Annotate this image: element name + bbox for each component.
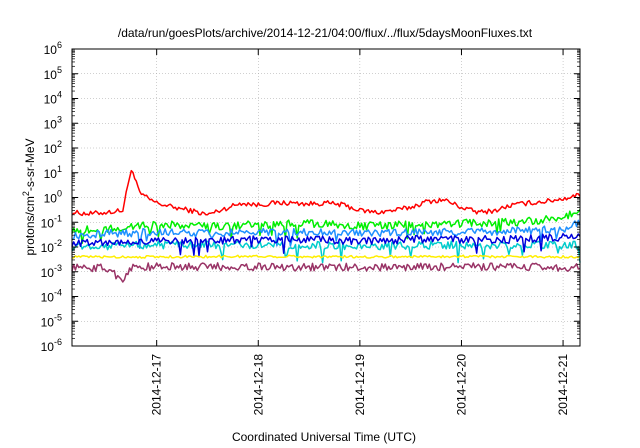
series-line xyxy=(71,232,581,257)
x-tick-labels: 2014-12-17 2014-12-18 2014-12-19 2014-12-20… xyxy=(150,354,570,416)
series-line xyxy=(71,254,581,259)
x-axis-label: Coordinated Universal Time (UTC) xyxy=(232,430,416,444)
y-tick-label: 104 xyxy=(44,90,62,107)
series-line xyxy=(71,169,581,217)
series-line xyxy=(71,219,581,250)
series-group xyxy=(71,169,581,283)
series-line xyxy=(71,209,581,244)
y-axis-label: protons/cm2-s-sr-MeV xyxy=(21,138,37,255)
y-tick-label: 10-5 xyxy=(41,312,62,329)
y-tick-label: 101 xyxy=(44,164,62,181)
x-tick-label: 2014-12-18 xyxy=(251,354,265,416)
series-line xyxy=(71,240,581,264)
y-tick-label: 106 xyxy=(44,40,62,57)
y-tick-label: 103 xyxy=(44,114,62,131)
y-tick-label: 10-2 xyxy=(41,238,62,255)
y-tick-label: 100 xyxy=(44,189,62,206)
x-tick-label: 2014-12-19 xyxy=(353,354,367,416)
y-tick-label: 10-4 xyxy=(41,288,62,305)
x-tick-label: 2014-12-20 xyxy=(454,354,468,416)
axes xyxy=(71,48,581,347)
y-tick-label: 102 xyxy=(44,139,62,156)
y-tick-label: 105 xyxy=(44,65,62,82)
y-tick-label: 10-1 xyxy=(41,213,62,230)
plot-frame xyxy=(71,48,581,347)
y-tick-labels: 10-6 10-5 10-4 10-3 10-2 10-1 100 101 102 103 104 1… xyxy=(41,40,62,354)
x-tick-label: 2014-12-17 xyxy=(150,354,164,416)
series-line xyxy=(71,262,581,283)
x-tick-label: 2014-12-21 xyxy=(556,354,570,416)
chart-title: /data/run/goesPlots/archive/2014-12-21/0… xyxy=(118,26,533,40)
y-tick-label: 10-6 xyxy=(41,337,62,354)
y-tick-label: 10-3 xyxy=(41,263,62,280)
